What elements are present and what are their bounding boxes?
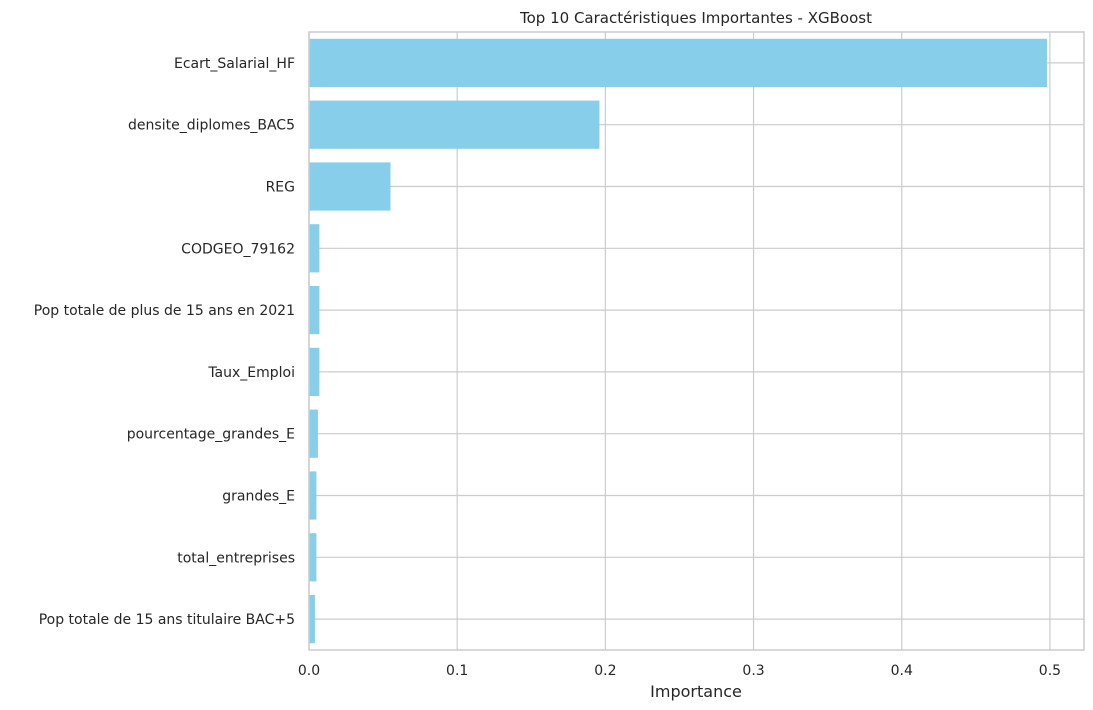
x-axis-label: Importance: [650, 682, 742, 701]
x-tick-label: 0.5: [1039, 663, 1061, 679]
y-tick-labels: Ecart_Salarial_HF densite_diplomes_BAC5 RE…: [34, 56, 295, 628]
y-tick-label: Taux_Emploi: [207, 365, 295, 381]
chart-title: Top 10 Caractéristiques Importantes - XG…: [519, 9, 872, 27]
y-tick-label: grandes_E: [222, 489, 295, 505]
grid-lines: [308, 32, 1084, 650]
y-tick-label: Ecart_Salarial_HF: [174, 56, 295, 72]
bar: [309, 38, 1047, 88]
bar: [309, 533, 317, 582]
x-tick-label: 0.4: [891, 663, 913, 679]
x-tick-labels: 0.0 0.1 0.2 0.3 0.4 0.5: [298, 663, 1061, 679]
bar: [309, 409, 318, 458]
y-tick-label: CODGEO_79162: [181, 241, 295, 257]
y-tick-label: Pop totale de 15 ans titulaire BAC+5: [39, 612, 295, 628]
y-tick-label: pourcentage_grandes_E: [127, 427, 295, 443]
y-tick-label: densite_diplomes_BAC5: [128, 118, 295, 134]
bar: [309, 471, 317, 520]
y-tick-label: total_entreprises: [177, 550, 295, 566]
bar: [309, 100, 600, 149]
x-tick-label: 0.2: [594, 663, 616, 679]
bar: [309, 285, 320, 335]
bar: [309, 594, 315, 644]
y-tick-label: REG: [266, 180, 295, 196]
bars-group: [309, 38, 1047, 644]
x-tick-label: 0.1: [446, 663, 468, 679]
plot-frame: [308, 31, 1085, 651]
bar: [309, 347, 320, 397]
bar: [309, 224, 320, 273]
x-tick-label: 0.0: [298, 663, 320, 679]
x-tick-label: 0.3: [742, 663, 764, 679]
y-tick-label: Pop totale de plus de 15 ans en 2021: [34, 303, 295, 319]
bar: [309, 162, 391, 211]
